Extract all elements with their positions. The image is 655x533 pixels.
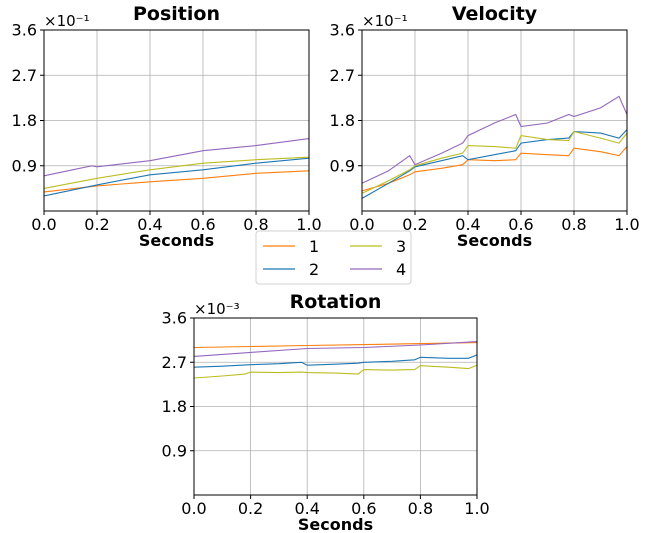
legend-label-4: 4 — [396, 260, 406, 279]
x-tick-label: 0.2 — [84, 215, 109, 234]
y-tick-label: 1.8 — [330, 111, 355, 130]
x-tick-label: 0.6 — [190, 215, 215, 234]
series-2-line — [43, 157, 310, 197]
y-axis-multiplier: ×10⁻¹ — [44, 12, 90, 30]
chart-title: Rotation — [290, 291, 382, 313]
x-tick-label: 0.8 — [408, 499, 433, 518]
y-tick-label: 1.8 — [162, 397, 187, 416]
series-3-line — [361, 130, 628, 194]
y-tick-label: 2.7 — [162, 353, 187, 372]
series-4-line — [361, 95, 628, 184]
x-tick-label: 1.0 — [464, 499, 489, 518]
y-tick-label: 3.6 — [12, 21, 37, 40]
legend: 1 3 2 4 — [255, 230, 412, 285]
x-axis-label: Seconds — [139, 231, 214, 250]
rotation-chart: 0.0 0.2 0.4 0.6 0.8 1.0 0.9 1.8 2.7 3.6 ×10⁻³ Rotat… — [162, 291, 490, 533]
y-tick-label: 0.9 — [12, 156, 37, 175]
legend-label-1: 1 — [309, 237, 319, 256]
chart-title: Position — [133, 3, 220, 25]
x-tick-label: 0.6 — [351, 499, 376, 518]
x-axis-label: Seconds — [457, 231, 532, 250]
y-axis-multiplier: ×10⁻¹ — [362, 12, 408, 30]
y-tick-label: 1.8 — [12, 111, 37, 130]
series-4-line — [43, 138, 310, 177]
series-3-line — [193, 364, 478, 379]
x-tick-label: 0.4 — [137, 215, 162, 234]
x-tick-label: 0.2 — [238, 499, 263, 518]
legend-box — [255, 230, 412, 285]
y-axis-multiplier: ×10⁻³ — [194, 300, 240, 318]
chart-title: Velocity — [452, 3, 538, 25]
series-4-line — [193, 341, 478, 357]
position-chart: 0.0 0.2 0.4 0.6 0.8 1.0 0.9 1.8 2.7 3.6 ×10⁻¹ Posit… — [12, 3, 322, 250]
x-tick-label: 0.2 — [402, 215, 427, 234]
x-tick-label: 0.4 — [294, 499, 319, 518]
x-tick-label: 0.6 — [508, 215, 533, 234]
y-tick-label: 3.6 — [330, 21, 355, 40]
velocity-chart: 0.0 0.2 0.4 0.6 0.8 1.0 0.9 1.8 2.7 3.6 ×10⁻¹ Veloc… — [330, 3, 640, 250]
series-1-line — [361, 146, 628, 192]
x-tick-label: 0.4 — [455, 215, 480, 234]
y-tick-label: 2.7 — [330, 66, 355, 85]
series-3-line — [43, 156, 310, 189]
y-tick-label: 0.9 — [330, 156, 355, 175]
y-tick-label: 3.6 — [162, 309, 187, 328]
series-1-line — [193, 342, 478, 349]
x-tick-label: 1.0 — [614, 215, 639, 234]
x-tick-label: 0.0 — [31, 215, 56, 234]
x-axis-label: Seconds — [298, 515, 373, 533]
series-2-line — [361, 129, 628, 199]
x-tick-label: 1.0 — [296, 215, 321, 234]
legend-label-3: 3 — [396, 237, 406, 256]
x-tick-label: 0.0 — [349, 215, 374, 234]
series-2-line — [193, 354, 478, 368]
y-tick-label: 0.9 — [162, 441, 187, 460]
y-tick-label: 2.7 — [12, 66, 37, 85]
x-tick-label: 0.8 — [243, 215, 268, 234]
x-tick-label: 0.8 — [561, 215, 586, 234]
x-tick-label: 0.0 — [181, 499, 206, 518]
legend-label-2: 2 — [309, 260, 319, 279]
